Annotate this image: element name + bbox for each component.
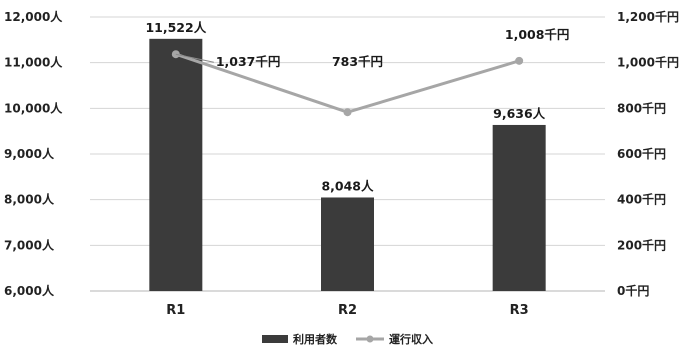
bar-series	[149, 38, 546, 292]
bar-data-label: 8,048人	[321, 178, 374, 193]
right-tick-label: 0千円	[617, 283, 649, 298]
line-point	[515, 56, 524, 65]
right-tick-label: 200千円	[617, 237, 666, 252]
left-axis: 6,000人 7,000人 8,000人 9,000人 10,000人 11,000人 12…	[4, 9, 63, 298]
line-data-label: 783千円	[332, 54, 383, 69]
bar	[321, 197, 374, 291]
category-label: R1	[166, 303, 185, 318]
bar-data-label: 11,522人	[145, 20, 206, 35]
line-point	[343, 108, 352, 117]
legend-bar-label: 利用者数	[293, 332, 338, 346]
right-axis: 0千円 200千円 400千円 600千円 800千円 1,000千円 1,200千円	[617, 9, 679, 298]
legend-line-marker	[366, 335, 374, 343]
left-tick-label: 7,000人	[4, 237, 55, 252]
category-axis: R1 R2 R3	[166, 303, 528, 318]
left-tick-label: 9,000人	[4, 146, 55, 161]
right-tick-label: 400千円	[617, 192, 666, 207]
legend: 利用者数 運行収入	[262, 332, 433, 346]
bar-data-label: 9,636人	[493, 106, 546, 121]
legend-line-label: 運行収入	[389, 332, 433, 346]
category-label: R2	[338, 303, 357, 318]
leader-line	[175, 53, 214, 63]
data-labels: 11,522人 8,048人 9,636人 1,037千円 783千円 1,008千円	[145, 20, 569, 194]
right-tick-label: 1,000千円	[617, 55, 679, 70]
bar	[492, 124, 546, 292]
line-data-label: 1,037千円	[216, 54, 281, 69]
right-tick-label: 800千円	[617, 100, 666, 115]
right-tick-label: 600千円	[617, 146, 666, 161]
category-label: R3	[510, 303, 529, 318]
bar	[149, 38, 203, 291]
line-data-label: 1,008千円	[505, 27, 570, 42]
left-tick-label: 12,000人	[4, 9, 63, 24]
left-tick-label: 11,000人	[4, 55, 63, 70]
left-tick-label: 8,000人	[4, 192, 55, 207]
line-series	[171, 50, 524, 117]
right-tick-label: 1,200千円	[617, 9, 679, 24]
left-tick-label: 6,000人	[4, 283, 55, 298]
left-tick-label: 10,000人	[4, 100, 63, 115]
legend-bar-swatch	[262, 335, 288, 343]
